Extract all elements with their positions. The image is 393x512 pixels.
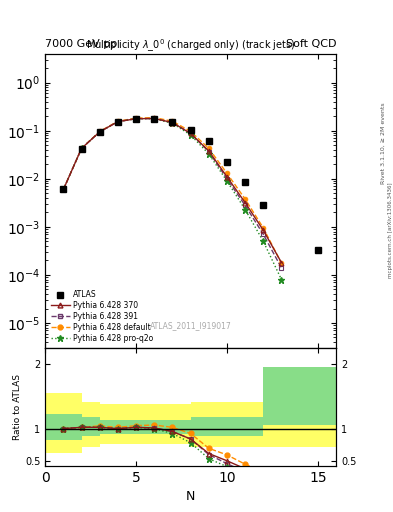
- Text: 7000 GeV pp: 7000 GeV pp: [45, 38, 118, 49]
- Title: Multiplicity $\lambda\_0^0$ (charged only) (track jets): Multiplicity $\lambda\_0^0$ (charged onl…: [86, 37, 296, 54]
- Text: Soft QCD: Soft QCD: [286, 38, 336, 49]
- Text: ATLAS_2011_I919017: ATLAS_2011_I919017: [150, 322, 231, 331]
- Legend: ATLAS, Pythia 6.428 370, Pythia 6.428 391, Pythia 6.428 default, Pythia 6.428 pr: ATLAS, Pythia 6.428 370, Pythia 6.428 39…: [49, 289, 154, 345]
- Y-axis label: Ratio to ATLAS: Ratio to ATLAS: [13, 374, 22, 440]
- X-axis label: N: N: [186, 490, 195, 503]
- Text: mcplots.cern.ch [arXiv:1306.3436]: mcplots.cern.ch [arXiv:1306.3436]: [388, 183, 393, 278]
- Text: Rivet 3.1.10, ≥ 2M events: Rivet 3.1.10, ≥ 2M events: [381, 102, 386, 184]
